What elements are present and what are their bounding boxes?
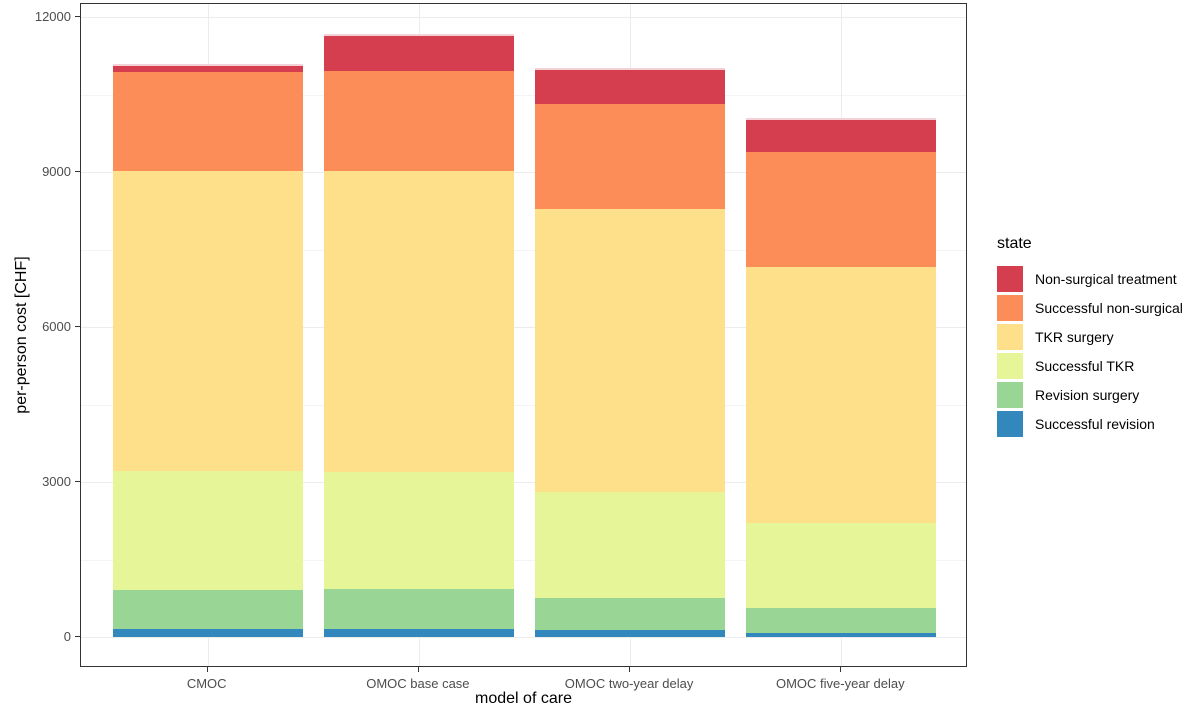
bar-segment-cmoc-successful-revision bbox=[112, 629, 303, 637]
bar-segment-omoc-five-year-delay-revision-surgery bbox=[746, 607, 937, 633]
x-tick-label-omoc-base-case: OMOC base case bbox=[366, 676, 470, 691]
y-tick-label: 6000 bbox=[42, 319, 71, 335]
y-tick-mark bbox=[75, 171, 80, 173]
legend: state Non-surgical treatment Successful n… bbox=[997, 236, 1183, 438]
bar-segment-omoc-five-year-delay-successful-tkr bbox=[746, 523, 937, 608]
legend-item-non-surgical-treatment: Non-surgical treatment bbox=[997, 264, 1183, 293]
x-tick-mark bbox=[417, 667, 419, 672]
bar-segment-omoc-two-year-delay-revision-surgery bbox=[535, 597, 726, 631]
legend-key-swatch bbox=[997, 323, 1023, 350]
bar-segment-cmoc-revision-surgery bbox=[112, 589, 303, 630]
x-tick-mark bbox=[840, 667, 842, 672]
bar-segment-omoc-base-case-non-surgical-treatment bbox=[323, 34, 514, 72]
y-axis-title: per-person cost [CHF] bbox=[13, 256, 30, 414]
bar-segment-omoc-two-year-delay-successful-non-surgical bbox=[535, 103, 726, 209]
legend-item-successful-non-surgical: Successful non-surgical bbox=[997, 293, 1183, 322]
x-tick-mark bbox=[206, 667, 208, 672]
bar-segment-cmoc-successful-non-surgical bbox=[112, 71, 303, 171]
bar-segment-cmoc-tkr-surgery bbox=[112, 170, 303, 472]
legend-item-successful-revision: Successful revision bbox=[997, 409, 1183, 438]
x-tick-label-omoc-two-year-delay: OMOC two-year delay bbox=[564, 676, 694, 691]
legend-label: TKR surgery bbox=[1035, 328, 1114, 345]
x-axis-title: model of care bbox=[475, 690, 572, 707]
bar-segment-omoc-five-year-delay-non-surgical-treatment bbox=[746, 117, 937, 153]
y-tick-mark bbox=[75, 481, 80, 483]
gridline-minor-y bbox=[81, 559, 966, 561]
bar-segment-omoc-base-case-successful-non-surgical bbox=[323, 71, 514, 171]
gridline-major-y bbox=[81, 172, 966, 174]
y-tick-label: 0 bbox=[63, 629, 71, 645]
legend-key-swatch bbox=[997, 294, 1023, 321]
bar-segment-cmoc-successful-tkr bbox=[112, 471, 303, 590]
y-tick-label: 12000 bbox=[34, 9, 71, 25]
bar-segment-omoc-two-year-delay-non-surgical-treatment bbox=[535, 68, 726, 104]
legend-label: Successful TKR bbox=[1035, 357, 1135, 374]
legend-key-swatch bbox=[997, 352, 1023, 379]
legend-label: Successful revision bbox=[1035, 415, 1155, 432]
legend-title: state bbox=[997, 235, 1032, 252]
legend-key-swatch bbox=[997, 381, 1023, 408]
gridline-major-y bbox=[81, 327, 966, 329]
plot-panel bbox=[80, 3, 967, 667]
bar-segment-omoc-base-case-successful-tkr bbox=[323, 471, 514, 589]
y-tick-mark bbox=[75, 636, 80, 638]
legend-label: Non-surgical treatment bbox=[1035, 270, 1177, 287]
y-tick-mark bbox=[75, 326, 80, 328]
legend-item-tkr-surgery: TKR surgery bbox=[997, 322, 1183, 351]
gridline-major-y bbox=[81, 637, 966, 639]
y-tick-label: 3000 bbox=[42, 474, 71, 490]
gridline-minor-y bbox=[81, 404, 966, 406]
y-tick-label: 9000 bbox=[42, 164, 71, 180]
bar-segment-cmoc-non-surgical-treatment bbox=[112, 63, 303, 72]
bar-segment-omoc-base-case-tkr-surgery bbox=[323, 170, 514, 472]
x-tick-mark bbox=[629, 667, 631, 672]
x-tick-label-cmoc: CMOC bbox=[186, 676, 227, 691]
legend-label: Successful non-surgical bbox=[1035, 299, 1183, 316]
legend-label: Revision surgery bbox=[1035, 386, 1140, 403]
bar-segment-omoc-two-year-delay-tkr-surgery bbox=[535, 208, 726, 493]
bar-segment-omoc-two-year-delay-successful-tkr bbox=[535, 492, 726, 598]
legend-key-swatch bbox=[997, 410, 1023, 437]
gridline-minor-y bbox=[81, 94, 966, 96]
bar-segment-omoc-two-year-delay-successful-revision bbox=[535, 630, 726, 637]
bar-segment-omoc-base-case-successful-revision bbox=[323, 629, 514, 637]
gridline-major-y bbox=[81, 17, 966, 19]
bar-segment-omoc-five-year-delay-successful-revision bbox=[746, 632, 937, 637]
legend-item-successful-tkr: Successful TKR bbox=[997, 351, 1183, 380]
y-tick-mark bbox=[75, 16, 80, 18]
bar-segment-omoc-base-case-revision-surgery bbox=[323, 589, 514, 630]
bar-segment-omoc-five-year-delay-successful-non-surgical bbox=[746, 152, 937, 268]
x-tick-label-omoc-five-year-delay: OMOC five-year delay bbox=[775, 676, 905, 691]
bar-segment-omoc-five-year-delay-tkr-surgery bbox=[746, 267, 937, 524]
legend-item-revision-surgery: Revision surgery bbox=[997, 380, 1183, 409]
gridline-minor-y bbox=[81, 249, 966, 251]
legend-key-swatch bbox=[997, 265, 1023, 292]
gridline-major-y bbox=[81, 482, 966, 484]
